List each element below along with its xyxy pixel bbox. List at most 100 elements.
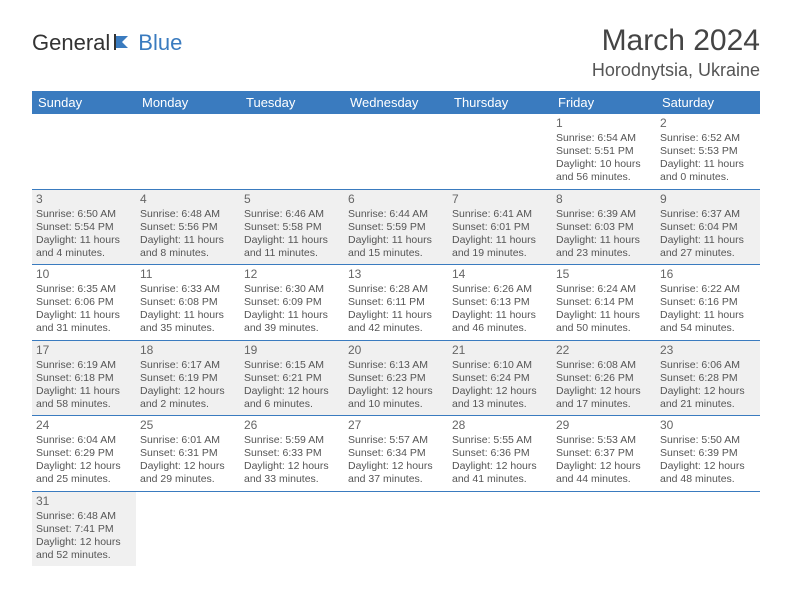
day-number: 2 (660, 116, 756, 131)
sunset-line: Sunset: 6:36 PM (452, 447, 530, 459)
sunrise-line: Sunrise: 6:01 AM (140, 434, 220, 446)
sunrise-line: Sunrise: 6:46 AM (244, 208, 324, 220)
sunset-line: Sunset: 6:33 PM (244, 447, 322, 459)
calendar-cell: 7Sunrise: 6:41 AMSunset: 6:01 PMDaylight… (448, 189, 552, 265)
sunrise-line: Sunrise: 5:57 AM (348, 434, 428, 446)
calendar-cell: 8Sunrise: 6:39 AMSunset: 6:03 PMDaylight… (552, 189, 656, 265)
calendar-cell (448, 491, 552, 566)
sunset-line: Sunset: 6:24 PM (452, 372, 530, 384)
daylight-line: Daylight: 12 hours and 10 minutes. (348, 385, 433, 410)
daylight-line: Daylight: 11 hours and 0 minutes. (660, 158, 744, 183)
daylight-line: Daylight: 12 hours and 21 minutes. (660, 385, 745, 410)
calendar-cell: 27Sunrise: 5:57 AMSunset: 6:34 PMDayligh… (344, 416, 448, 492)
calendar-cell (448, 114, 552, 189)
sunrise-line: Sunrise: 6:28 AM (348, 283, 428, 295)
sunrise-line: Sunrise: 6:17 AM (140, 359, 220, 371)
daylight-line: Daylight: 12 hours and 52 minutes. (36, 536, 121, 561)
sunrise-line: Sunrise: 5:50 AM (660, 434, 740, 446)
sunset-line: Sunset: 6:34 PM (348, 447, 426, 459)
calendar-week-row: 3Sunrise: 6:50 AMSunset: 5:54 PMDaylight… (32, 189, 760, 265)
sunrise-line: Sunrise: 6:26 AM (452, 283, 532, 295)
sunset-line: Sunset: 7:41 PM (36, 523, 114, 535)
sunset-line: Sunset: 6:16 PM (660, 296, 738, 308)
day-number: 13 (348, 267, 444, 282)
daylight-line: Daylight: 11 hours and 8 minutes. (140, 234, 224, 259)
sunset-line: Sunset: 5:53 PM (660, 145, 738, 157)
calendar-table: Sunday Monday Tuesday Wednesday Thursday… (32, 91, 760, 566)
sunrise-line: Sunrise: 6:08 AM (556, 359, 636, 371)
calendar-cell: 23Sunrise: 6:06 AMSunset: 6:28 PMDayligh… (656, 340, 760, 416)
calendar-cell: 18Sunrise: 6:17 AMSunset: 6:19 PMDayligh… (136, 340, 240, 416)
sunrise-line: Sunrise: 6:06 AM (660, 359, 740, 371)
title-block: March 2024 Horodnytsia, Ukraine (592, 24, 760, 81)
header: General Blue March 2024 Horodnytsia, Ukr… (32, 24, 760, 81)
day-number: 22 (556, 343, 652, 358)
weekday-header: Friday (552, 91, 656, 114)
calendar-cell: 21Sunrise: 6:10 AMSunset: 6:24 PMDayligh… (448, 340, 552, 416)
calendar-cell (344, 114, 448, 189)
day-number: 26 (244, 418, 340, 433)
daylight-line: Daylight: 11 hours and 15 minutes. (348, 234, 432, 259)
day-number: 8 (556, 192, 652, 207)
sunrise-line: Sunrise: 6:41 AM (452, 208, 532, 220)
location-subtitle: Horodnytsia, Ukraine (592, 60, 760, 81)
day-number: 7 (452, 192, 548, 207)
calendar-cell (240, 491, 344, 566)
calendar-cell: 13Sunrise: 6:28 AMSunset: 6:11 PMDayligh… (344, 265, 448, 341)
day-number: 16 (660, 267, 756, 282)
day-number: 14 (452, 267, 548, 282)
calendar-cell: 1Sunrise: 6:54 AMSunset: 5:51 PMDaylight… (552, 114, 656, 189)
sunset-line: Sunset: 6:39 PM (660, 447, 738, 459)
calendar-body: 1Sunrise: 6:54 AMSunset: 5:51 PMDaylight… (32, 114, 760, 566)
daylight-line: Daylight: 12 hours and 29 minutes. (140, 460, 225, 485)
daylight-line: Daylight: 11 hours and 35 minutes. (140, 309, 224, 334)
daylight-line: Daylight: 12 hours and 44 minutes. (556, 460, 641, 485)
sunset-line: Sunset: 6:13 PM (452, 296, 530, 308)
daylight-line: Daylight: 11 hours and 50 minutes. (556, 309, 640, 334)
daylight-line: Daylight: 12 hours and 6 minutes. (244, 385, 329, 410)
day-number: 17 (36, 343, 132, 358)
daylight-line: Daylight: 12 hours and 17 minutes. (556, 385, 641, 410)
calendar-cell: 15Sunrise: 6:24 AMSunset: 6:14 PMDayligh… (552, 265, 656, 341)
sunset-line: Sunset: 6:26 PM (556, 372, 634, 384)
calendar-week-row: 24Sunrise: 6:04 AMSunset: 6:29 PMDayligh… (32, 416, 760, 492)
calendar-cell: 5Sunrise: 6:46 AMSunset: 5:58 PMDaylight… (240, 189, 344, 265)
sunrise-line: Sunrise: 6:13 AM (348, 359, 428, 371)
logo-flag-icon (114, 30, 136, 56)
daylight-line: Daylight: 11 hours and 31 minutes. (36, 309, 120, 334)
calendar-cell: 22Sunrise: 6:08 AMSunset: 6:26 PMDayligh… (552, 340, 656, 416)
sunrise-line: Sunrise: 6:15 AM (244, 359, 324, 371)
day-number: 31 (36, 494, 132, 509)
daylight-line: Daylight: 11 hours and 42 minutes. (348, 309, 432, 334)
calendar-cell: 24Sunrise: 6:04 AMSunset: 6:29 PMDayligh… (32, 416, 136, 492)
daylight-line: Daylight: 12 hours and 41 minutes. (452, 460, 537, 485)
calendar-cell: 12Sunrise: 6:30 AMSunset: 6:09 PMDayligh… (240, 265, 344, 341)
sunset-line: Sunset: 5:51 PM (556, 145, 634, 157)
sunset-line: Sunset: 6:08 PM (140, 296, 218, 308)
calendar-week-row: 10Sunrise: 6:35 AMSunset: 6:06 PMDayligh… (32, 265, 760, 341)
day-number: 29 (556, 418, 652, 433)
sunrise-line: Sunrise: 6:52 AM (660, 132, 740, 144)
daylight-line: Daylight: 11 hours and 39 minutes. (244, 309, 328, 334)
sunset-line: Sunset: 5:59 PM (348, 221, 426, 233)
day-number: 9 (660, 192, 756, 207)
sunrise-line: Sunrise: 5:59 AM (244, 434, 324, 446)
sunrise-line: Sunrise: 6:19 AM (36, 359, 116, 371)
calendar-cell: 19Sunrise: 6:15 AMSunset: 6:21 PMDayligh… (240, 340, 344, 416)
weekday-header: Thursday (448, 91, 552, 114)
sunset-line: Sunset: 6:09 PM (244, 296, 322, 308)
day-number: 5 (244, 192, 340, 207)
calendar-cell: 17Sunrise: 6:19 AMSunset: 6:18 PMDayligh… (32, 340, 136, 416)
calendar-cell (32, 114, 136, 189)
calendar-cell: 30Sunrise: 5:50 AMSunset: 6:39 PMDayligh… (656, 416, 760, 492)
sunrise-line: Sunrise: 6:48 AM (36, 510, 116, 522)
calendar-page: General Blue March 2024 Horodnytsia, Ukr… (0, 0, 792, 590)
calendar-cell (136, 491, 240, 566)
daylight-line: Daylight: 11 hours and 11 minutes. (244, 234, 328, 259)
calendar-cell: 26Sunrise: 5:59 AMSunset: 6:33 PMDayligh… (240, 416, 344, 492)
sunset-line: Sunset: 6:21 PM (244, 372, 322, 384)
calendar-cell: 2Sunrise: 6:52 AMSunset: 5:53 PMDaylight… (656, 114, 760, 189)
daylight-line: Daylight: 11 hours and 19 minutes. (452, 234, 536, 259)
sunrise-line: Sunrise: 6:33 AM (140, 283, 220, 295)
sunset-line: Sunset: 6:31 PM (140, 447, 218, 459)
